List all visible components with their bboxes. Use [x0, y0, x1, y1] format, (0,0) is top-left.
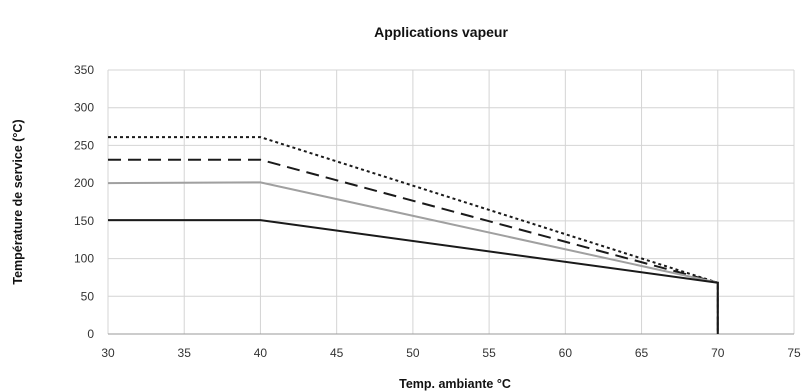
y-tick-label: 300 [74, 101, 94, 115]
series-line-1 [108, 136, 719, 334]
y-axis-title: Température de service (°C) [11, 119, 25, 284]
x-axis-ticks: 30 35 40 45 50 55 60 65 70 75 [101, 346, 801, 360]
x-tick-label: 75 [787, 346, 801, 360]
x-tick-label: 35 [178, 346, 192, 360]
x-tick-label: 45 [330, 346, 344, 360]
y-axis-ticks: 0 50 100 150 200 250 300 350 [74, 63, 94, 341]
y-tick-label: 0 [87, 327, 94, 341]
chart-title: Applications vapeur [374, 24, 508, 40]
x-tick-label: 40 [254, 346, 268, 360]
x-tick-label: 60 [559, 346, 573, 360]
x-axis-title: Temp. ambiante °C [399, 377, 511, 391]
x-tick-label: 55 [482, 346, 496, 360]
x-tick-label: 30 [101, 346, 115, 360]
y-tick-label: 350 [74, 63, 94, 77]
series-lines [107, 136, 719, 334]
gridlines [107, 69, 795, 335]
series-line-4 [108, 219, 719, 334]
x-tick-label: 50 [406, 346, 420, 360]
y-tick-label: 150 [74, 214, 94, 228]
y-tick-label: 50 [81, 289, 95, 303]
y-tick-label: 250 [74, 138, 94, 152]
y-tick-label: 200 [74, 176, 94, 190]
y-tick-label: 100 [74, 252, 94, 266]
x-tick-label: 65 [635, 346, 649, 360]
x-tick-label: 70 [711, 346, 725, 360]
